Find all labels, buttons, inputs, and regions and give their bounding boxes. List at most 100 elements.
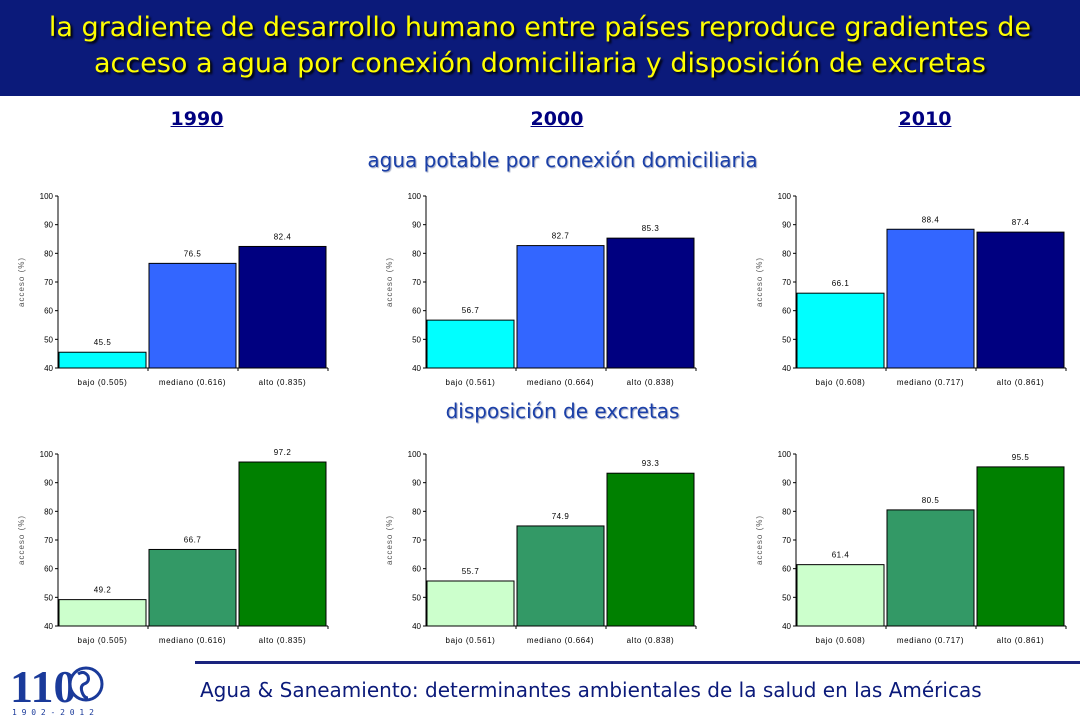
bar xyxy=(886,228,975,369)
bar xyxy=(58,351,147,369)
bar xyxy=(426,580,515,627)
y-tick-label: 80 xyxy=(412,249,421,258)
y-tick-label: 80 xyxy=(782,249,791,258)
x-tick-label: bajo (0.561) xyxy=(446,636,496,645)
y-tick-label: 70 xyxy=(782,278,791,287)
year-label-1990: 1990 xyxy=(170,108,224,130)
y-tick-label: 50 xyxy=(44,335,53,344)
y-tick-label: 80 xyxy=(44,507,53,516)
x-tick-label: mediano (0.664) xyxy=(527,636,594,645)
data-label: 61.4 xyxy=(832,551,850,560)
chart-water-2000: 40 50 60 70 80 90 100 acceso (%) 56.7 bajo (0.561… xyxy=(385,192,697,387)
y-tick-label: 100 xyxy=(408,450,422,459)
y-tick-label: 70 xyxy=(44,536,53,545)
year-label-2000: 2000 xyxy=(530,108,584,130)
section-title-water: agua potable por conexión domiciliaria xyxy=(367,148,758,172)
y-tick-label: 90 xyxy=(44,221,53,230)
data-label: 74.9 xyxy=(552,512,570,521)
data-label: 93.3 xyxy=(642,459,660,468)
y-tick-label: 50 xyxy=(782,593,791,602)
bar xyxy=(238,245,327,369)
title-banner: la gradiente de desarrollo humano entre … xyxy=(0,0,1080,96)
data-label: 45.5 xyxy=(94,338,112,347)
y-tick-label: 50 xyxy=(412,335,421,344)
x-tick-label: mediano (0.717) xyxy=(897,636,964,645)
y-tick-label: 40 xyxy=(412,364,421,373)
americas-map-icon xyxy=(77,670,90,700)
y-tick-label: 40 xyxy=(782,622,791,631)
x-tick-label: alto (0.838) xyxy=(627,636,675,645)
data-label: 66.1 xyxy=(832,279,850,288)
y-tick-label: 100 xyxy=(40,450,54,459)
data-label: 88.4 xyxy=(922,215,940,224)
y-tick-label: 80 xyxy=(44,249,53,258)
x-tick-label: mediano (0.717) xyxy=(897,378,964,387)
y-tick-label: 90 xyxy=(44,479,53,488)
x-tick-label: bajo (0.608) xyxy=(816,378,866,387)
y-tick-label: 100 xyxy=(40,192,54,201)
x-tick-label: bajo (0.608) xyxy=(816,636,866,645)
y-axis-label: acceso (%) xyxy=(755,515,764,565)
x-tick-label: mediano (0.664) xyxy=(527,378,594,387)
bar xyxy=(426,319,515,369)
data-label: 49.2 xyxy=(94,586,112,595)
x-tick-label: alto (0.835) xyxy=(259,636,307,645)
x-tick-label: alto (0.835) xyxy=(259,378,307,387)
data-label: 56.7 xyxy=(462,306,480,315)
logo-years: 1 9 0 2 - 2 0 1 2 xyxy=(12,708,94,717)
y-tick-label: 70 xyxy=(44,278,53,287)
y-tick-label: 90 xyxy=(412,479,421,488)
bar xyxy=(796,564,885,627)
bar xyxy=(516,525,605,627)
data-label: 85.3 xyxy=(642,224,660,233)
y-axis-label: acceso (%) xyxy=(385,257,394,307)
footer-divider xyxy=(195,661,1080,664)
y-tick-label: 60 xyxy=(44,307,53,316)
y-tick-label: 60 xyxy=(782,307,791,316)
bar xyxy=(886,509,975,627)
page-title-line-1: la gradiente de desarrollo humano entre … xyxy=(48,12,1032,43)
y-tick-label: 100 xyxy=(778,192,792,201)
bar xyxy=(606,237,695,369)
y-tick-label: 50 xyxy=(44,593,53,602)
y-tick-label: 70 xyxy=(782,536,791,545)
y-tick-label: 80 xyxy=(782,507,791,516)
data-label: 55.7 xyxy=(462,567,480,576)
data-label: 76.5 xyxy=(184,249,202,258)
data-label: 82.7 xyxy=(552,232,570,241)
bar xyxy=(796,292,885,369)
y-tick-label: 50 xyxy=(412,593,421,602)
y-axis-label: acceso (%) xyxy=(755,257,764,307)
x-tick-label: alto (0.838) xyxy=(627,378,675,387)
y-tick-label: 100 xyxy=(408,192,422,201)
y-tick-label: 60 xyxy=(412,307,421,316)
year-label-2010: 2010 xyxy=(898,108,952,130)
page-title-line-2: acceso a agua por conexión domiciliaria … xyxy=(94,48,986,79)
chart-water-1990: 40 50 60 70 80 90 100 acceso (%) 45.5 bajo (0.505… xyxy=(17,192,329,387)
y-tick-label: 100 xyxy=(778,450,792,459)
x-tick-label: mediano (0.616) xyxy=(159,636,226,645)
chart-sanitation-2010: 40 50 60 70 80 90 100 acceso (%) 61.4 bajo (0.608… xyxy=(755,450,1067,645)
x-tick-label: mediano (0.616) xyxy=(159,378,226,387)
x-tick-label: alto (0.861) xyxy=(997,378,1045,387)
x-tick-label: bajo (0.505) xyxy=(78,636,128,645)
y-axis-label: acceso (%) xyxy=(17,515,26,565)
bar xyxy=(606,472,695,627)
y-axis-label: acceso (%) xyxy=(17,257,26,307)
data-label: 66.7 xyxy=(184,535,202,544)
bar xyxy=(148,548,237,627)
y-tick-label: 50 xyxy=(782,335,791,344)
y-tick-label: 80 xyxy=(412,507,421,516)
bar xyxy=(976,231,1065,369)
y-tick-label: 40 xyxy=(44,622,53,631)
x-tick-label: bajo (0.505) xyxy=(78,378,128,387)
y-tick-label: 70 xyxy=(412,278,421,287)
bar xyxy=(148,262,237,369)
chart-sanitation-1990: 40 50 60 70 80 90 100 acceso (%) 49.2 bajo (0.505… xyxy=(17,448,329,645)
y-tick-label: 60 xyxy=(44,565,53,574)
bar xyxy=(58,599,147,627)
x-tick-label: bajo (0.561) xyxy=(446,378,496,387)
y-axis-label: acceso (%) xyxy=(385,515,394,565)
y-tick-label: 60 xyxy=(782,565,791,574)
section-title-sanitation: disposición de excretas xyxy=(445,399,680,423)
